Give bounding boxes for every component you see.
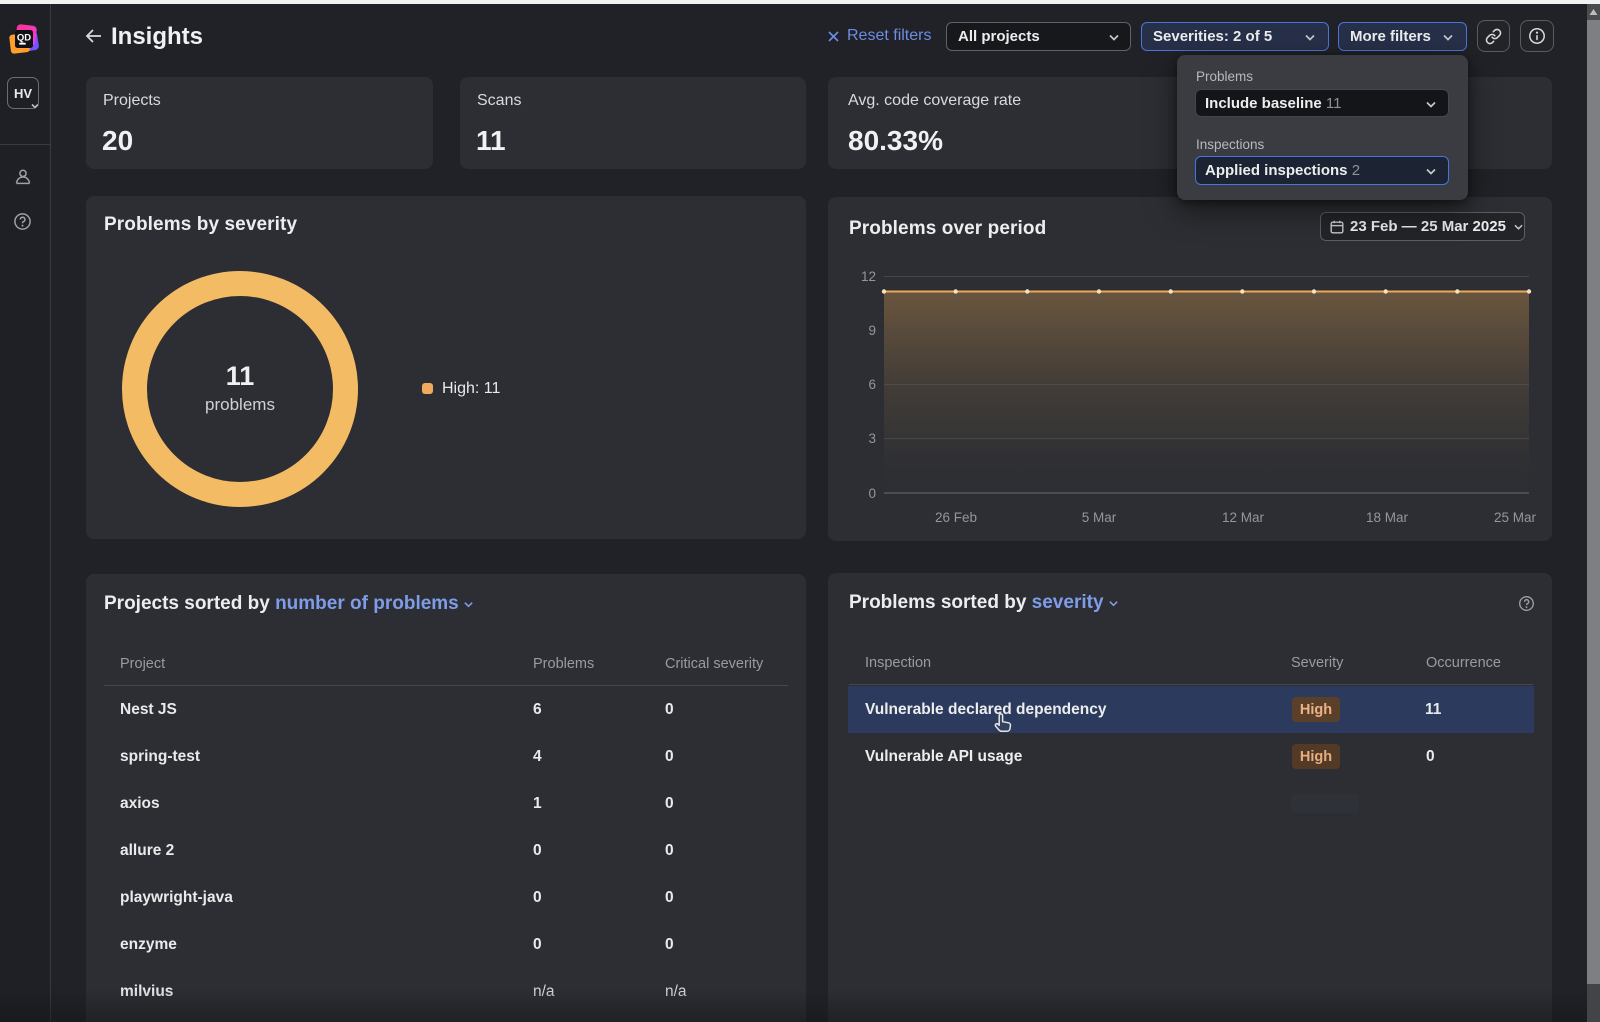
svg-text:6: 6 bbox=[868, 377, 876, 392]
svg-text:26 Feb: 26 Feb bbox=[935, 510, 977, 525]
svg-text:0: 0 bbox=[868, 486, 876, 501]
svg-text:9: 9 bbox=[868, 323, 876, 338]
svg-text:12: 12 bbox=[861, 269, 876, 284]
svg-text:3: 3 bbox=[868, 431, 876, 446]
svg-text:18 Mar: 18 Mar bbox=[1366, 510, 1409, 525]
svg-text:5 Mar: 5 Mar bbox=[1082, 510, 1117, 525]
svg-text:12 Mar: 12 Mar bbox=[1222, 510, 1265, 525]
svg-text:QD: QD bbox=[17, 33, 31, 44]
svg-text:25 Mar: 25 Mar bbox=[1494, 510, 1537, 525]
